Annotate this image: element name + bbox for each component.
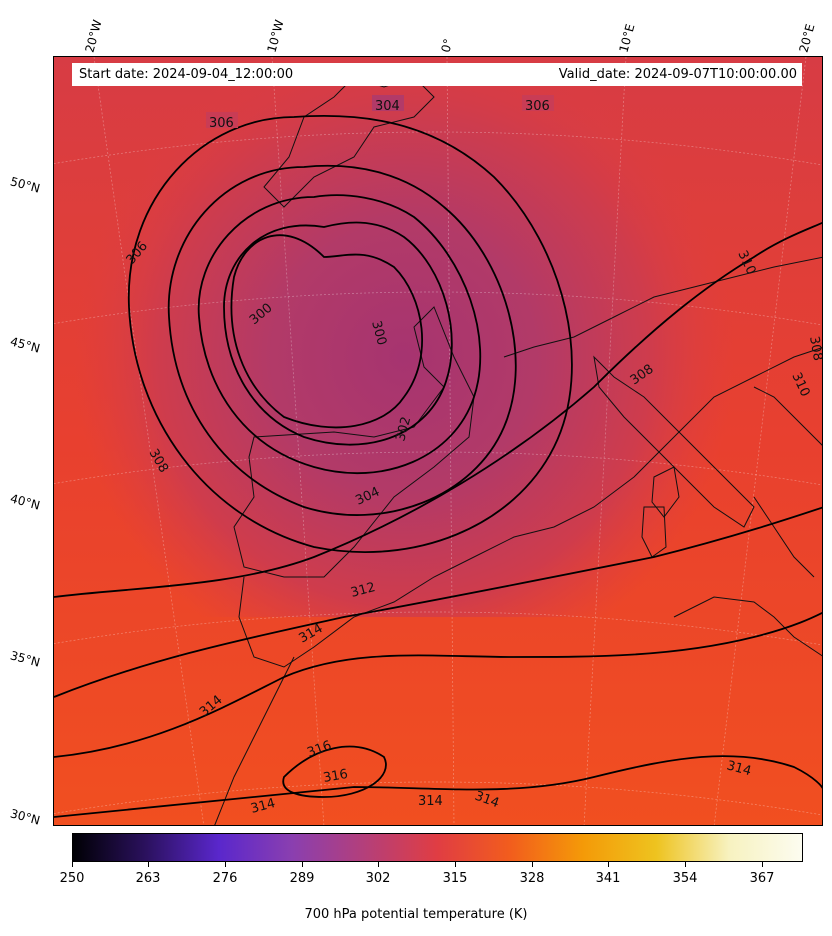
tick-mark [302, 862, 303, 867]
lon-label: 20°W [82, 18, 105, 54]
lat-label: 30°N [8, 806, 42, 828]
map-canvas: 306 304 306 306 300 300 302 304 308 310 … [54, 57, 823, 825]
tick-mark [685, 862, 686, 867]
tick-mark [532, 862, 533, 867]
colorbar-title: 700 hPa potential temperature (K) [304, 907, 528, 922]
contour-label: 302 [393, 415, 414, 443]
tick-label: 302 [365, 871, 391, 886]
date-info-box [72, 63, 802, 86]
tick-label: 315 [442, 871, 468, 886]
contour-label: 314 [418, 794, 443, 809]
contour-label: 304 [375, 99, 400, 114]
tick-label: 328 [519, 871, 545, 886]
colorbar [72, 833, 803, 862]
tick-label: 354 [672, 871, 698, 886]
lon-label: 20°E [796, 22, 818, 54]
lat-label: 45°N [8, 334, 42, 356]
start-date-text: Start date: 2024-09-04_12:00:00 [79, 67, 294, 82]
lat-label: 35°N [8, 648, 42, 670]
tick-mark [72, 862, 73, 867]
cold-anomaly [54, 57, 822, 617]
contour-label: 316 [322, 767, 349, 786]
tick-mark [378, 862, 379, 867]
tick-label: 367 [749, 871, 775, 886]
contour-label: 306 [525, 99, 550, 114]
tick-mark [455, 862, 456, 867]
tick-mark [608, 862, 609, 867]
contour-label: 308 [806, 335, 823, 362]
contour-label: 314 [725, 758, 753, 779]
map-panel: 306 304 306 306 300 300 302 304 308 310 … [53, 56, 823, 826]
tick-label: 276 [212, 871, 238, 886]
tick-label: 263 [135, 871, 161, 886]
contours [54, 114, 822, 818]
tick-mark [762, 862, 763, 867]
contour-label: 312 [349, 580, 377, 601]
contour-label: 306 [209, 116, 234, 131]
lat-label: 40°N [8, 491, 42, 513]
contour-label: 300 [368, 319, 389, 347]
valid-date-text: Valid_date: 2024-09-07T10:00:00.00 [558, 67, 797, 82]
contour-label: 314 [249, 796, 277, 817]
lat-label: 50°N [8, 174, 42, 196]
lon-label: 10°W [264, 18, 287, 54]
tick-mark [225, 862, 226, 867]
lon-label: 0° [438, 37, 456, 54]
coastlines [214, 76, 822, 825]
tick-mark [148, 862, 149, 867]
lon-label: 10°E [616, 22, 638, 54]
tick-label: 289 [289, 871, 315, 886]
tick-label: 341 [595, 871, 621, 886]
graticule [54, 57, 822, 825]
tick-label: 250 [59, 871, 85, 886]
